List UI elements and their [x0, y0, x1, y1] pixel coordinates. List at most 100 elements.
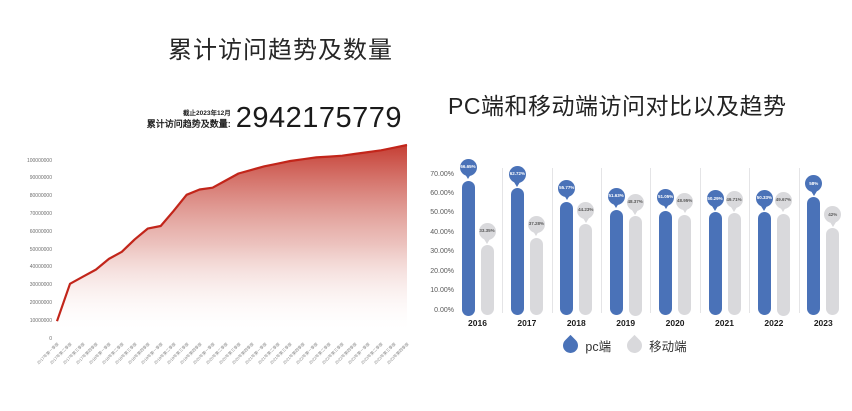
pc-value-bubble: 62.72%	[508, 166, 526, 184]
mobile-bar	[628, 216, 642, 316]
bar-y-tick-label: 50.00%	[430, 209, 454, 217]
bubble-tail	[681, 208, 688, 214]
year-label: 2016	[468, 318, 487, 328]
bar-y-tick-label: 10.00%	[430, 287, 454, 295]
mobile-value-bubble: 37.28%	[527, 215, 545, 233]
legend-mobile-label: 移动端	[649, 339, 687, 354]
cumulative-chart-title: 累计访问趋势及数量	[168, 37, 393, 64]
area-y-tick-label: 0	[49, 335, 52, 342]
bubble-tail	[632, 209, 639, 215]
mobile-bar	[826, 228, 840, 316]
pc-bar	[609, 209, 623, 316]
year-separator	[650, 168, 652, 313]
area-y-tick-label: 10000000	[29, 317, 52, 324]
legend-pc-label: pc端	[585, 339, 612, 354]
legend: pc端 移动端	[420, 333, 830, 357]
area-y-tick-label: 50000000	[29, 246, 52, 253]
area-y-tick-label: 70000000	[29, 210, 52, 217]
pc-bar	[807, 197, 821, 316]
legend-item-mobile: 移动端	[623, 334, 687, 356]
bubble-tail	[761, 205, 768, 211]
area-line	[55, 143, 408, 322]
bubble-tail	[563, 195, 570, 201]
mobile-value-bubble: 33.35%	[478, 223, 496, 241]
mobile-bar	[579, 224, 593, 316]
year-separator	[601, 168, 602, 313]
pc-value-bubble: 66.65%	[459, 158, 477, 176]
year-label: 2019	[616, 318, 636, 328]
year-label: 2022	[764, 318, 784, 328]
bubble-tail	[533, 231, 540, 237]
pc-bar	[560, 201, 574, 316]
pc-bar	[510, 188, 524, 316]
bar-y-tick-label: 20.00%	[430, 267, 454, 275]
mobile-value-bubble: 49.71%	[725, 191, 743, 209]
mobile-bar	[776, 213, 790, 316]
year-label: 2020	[665, 318, 685, 328]
bar-y-tick-label: 30.00%	[430, 248, 454, 256]
cumulative-stat-labels: 截止2023年12月 累计访问趋势及数量:	[147, 109, 231, 130]
stat-caption: 累计访问趋势及数量:	[146, 119, 231, 130]
pc-value-bubble: 51.05%	[657, 188, 675, 206]
area-fill	[57, 145, 407, 329]
pc-bar	[757, 212, 771, 316]
mobile-bar	[480, 245, 494, 316]
bubble-tail	[780, 207, 787, 212]
year-separator	[798, 168, 800, 313]
mobile-value-bubble: 44.23%	[577, 202, 595, 220]
mobile-bar	[678, 214, 692, 316]
area-y-tick-label: 80000000	[29, 193, 52, 200]
bubble-tail	[582, 217, 589, 223]
legend-pc-droplet-icon	[560, 334, 582, 356]
area-y-tick-label: 100000000	[26, 157, 52, 164]
mobile-value-bubble: 48.95%	[676, 192, 694, 210]
pc-value-bubble: 50.29%	[706, 190, 724, 208]
bubble-tail	[613, 203, 620, 209]
mobile-value-bubble: 49.67%	[774, 191, 792, 209]
bubble-tail	[465, 174, 471, 179]
bubble-tail	[514, 181, 521, 187]
pc-value-bubble: 58%	[805, 175, 823, 193]
bubble-tail	[829, 221, 836, 227]
year-label: 2023	[813, 318, 833, 328]
year-separator	[551, 168, 553, 313]
year-separator	[749, 168, 751, 313]
bubble-tail	[731, 206, 737, 212]
cumulative-stat: 截止2023年12月 累计访问趋势及数量: 2942175779	[147, 104, 402, 133]
stat-asof-label: 截止2023年12月	[183, 110, 231, 118]
pc-value-bubble: 55.77%	[558, 179, 576, 197]
pc-mobile-chart-title: PC端和移动端访问对比以及趋势	[448, 93, 787, 119]
area-y-tick-label: 90000000	[29, 175, 52, 182]
year-label: 2021	[715, 318, 734, 328]
bar-y-tick-label: 70.00%	[430, 170, 454, 178]
bar-y-tick-label: 60.00%	[430, 189, 454, 197]
pc-bar	[659, 210, 673, 316]
pc-value-bubble: 51.63%	[607, 187, 625, 205]
bar-y-tick-label: 0.00%	[434, 306, 454, 314]
year-separator	[699, 168, 701, 313]
area-y-tick-label: 20000000	[29, 299, 52, 306]
bubble-tail	[810, 190, 817, 196]
bar-y-tick-label: 40.00%	[430, 228, 454, 236]
year-separator	[502, 168, 504, 313]
stat-total-value: 2942175779	[235, 102, 402, 134]
legend-mobile-droplet-icon	[623, 334, 646, 356]
bubble-tail	[662, 204, 669, 210]
area-y-tick-label: 30000000	[29, 282, 52, 289]
bubble-tail	[484, 238, 490, 244]
area-y-tick-label: 60000000	[29, 228, 52, 235]
legend-item-pc: pc端	[560, 334, 612, 356]
mobile-value-bubble: 48.37%	[626, 194, 644, 211]
pc-value-bubble: 50.33%	[755, 190, 773, 208]
year-label: 2017	[517, 318, 537, 328]
bubble-tail	[712, 205, 718, 211]
area-y-tick-label: 40000000	[29, 264, 52, 271]
pc-bar	[708, 212, 722, 316]
mobile-value-bubble: 42%	[824, 206, 842, 224]
year-label: 2018	[566, 318, 586, 328]
mobile-bar	[529, 237, 543, 316]
mobile-bar	[727, 213, 741, 316]
pc-bar	[461, 180, 475, 316]
